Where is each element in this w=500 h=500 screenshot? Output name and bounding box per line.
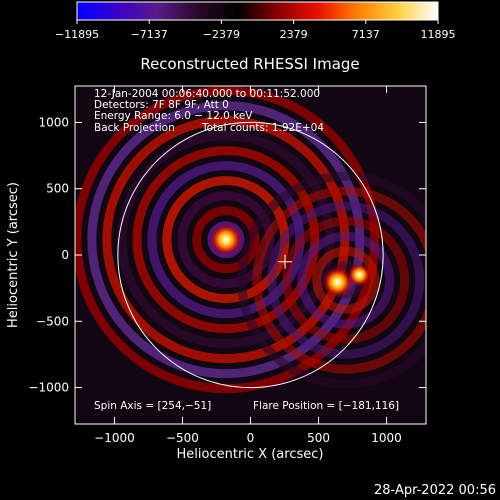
- colorbar-tick-label: 11895: [421, 28, 456, 41]
- colorbar-tick-label: 2379: [280, 28, 308, 41]
- image-area: [75, 86, 426, 424]
- tick-labels: −1000 −500 0 500 1000 −1000 −500 0 500 1000: [28, 115, 401, 445]
- sources: [209, 223, 371, 298]
- colorbar-tick-label: −7137: [131, 28, 168, 41]
- colorbar-ticks: −11895 −7137 −2379 2379 7137 11895: [55, 20, 456, 41]
- sidelobe-ring: [252, 186, 426, 374]
- spin-axis-marker: [278, 254, 293, 269]
- sidelobe-ring: [192, 206, 260, 274]
- colorbar-tick-label: −11895: [55, 28, 99, 41]
- x-tick-label: 0: [247, 431, 255, 445]
- x-tick-label: 500: [307, 431, 330, 445]
- flare-position-label: Flare Position = [−181,116]: [253, 400, 399, 412]
- sidelobe-ring: [267, 201, 425, 359]
- solar-limb: [117, 121, 384, 389]
- sidelobe-ring: [282, 216, 410, 344]
- flare-source: [209, 223, 242, 256]
- x-axis-label: Heliocentric X (arcsec): [177, 447, 324, 462]
- energy-range: Energy Range: 6.0 − 12.0 keV: [94, 110, 253, 122]
- sidelobe-ring: [297, 231, 395, 329]
- detectors: Detectors: 7F 8F 9F, Att 0: [94, 99, 229, 111]
- y-tick-label: −500: [36, 314, 69, 328]
- y-tick-label: 0: [61, 248, 69, 262]
- x-tick-label: −500: [166, 431, 199, 445]
- sidelobe-ring: [312, 246, 380, 314]
- time-range: 12-Jan-2004 00:06:40.000 to 00:11:52.000: [94, 88, 320, 100]
- y-tick-label: 500: [46, 182, 69, 196]
- x-tick-label: −1000: [94, 431, 135, 445]
- method: Back Projection: [94, 122, 175, 134]
- timestamp: 28-Apr-2022 00:56: [374, 483, 496, 498]
- sidelobe-ring: [237, 171, 426, 389]
- sidelobe-ring: [132, 146, 320, 334]
- y-tick-label: −1000: [28, 381, 69, 395]
- flare-source: [347, 263, 371, 287]
- x-tick-label: 1000: [371, 431, 402, 445]
- axis-ticks: [75, 86, 426, 424]
- colorbar-tick-label: −2379: [203, 28, 240, 41]
- spin-axis-label: Spin Axis = [254,−51]: [94, 400, 211, 412]
- y-tick-label: 1000: [38, 115, 69, 129]
- colorbar-tick-label: 7137: [352, 28, 380, 41]
- y-axis-label: Heliocentric Y (arcsec): [6, 182, 21, 328]
- info-annotations: 12-Jan-2004 00:06:40.000 to 00:11:52.000…: [94, 88, 399, 412]
- total-counts: Total counts: 1.92E+04: [201, 122, 324, 134]
- sidelobe-ring: [75, 86, 380, 394]
- chart-title: Reconstructed RHESSI Image: [140, 55, 359, 73]
- colorbar: [76, 1, 439, 21]
- flare-source: [322, 267, 353, 298]
